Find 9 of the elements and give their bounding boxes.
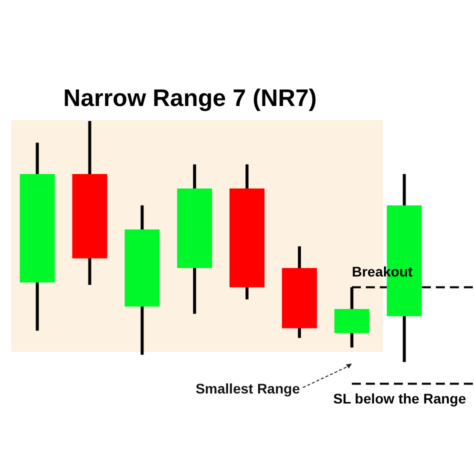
candlestick [177,164,212,314]
chart-title: Narrow Range 7 (NR7) [63,85,317,112]
candlestick [20,142,55,331]
text: Smallest Range [196,380,300,397]
candlestick [282,246,317,338]
candlestick [72,121,108,285]
candlestick [230,164,265,300]
candlestick [124,205,160,355]
ref-line-label: SL below the Range [333,390,466,407]
